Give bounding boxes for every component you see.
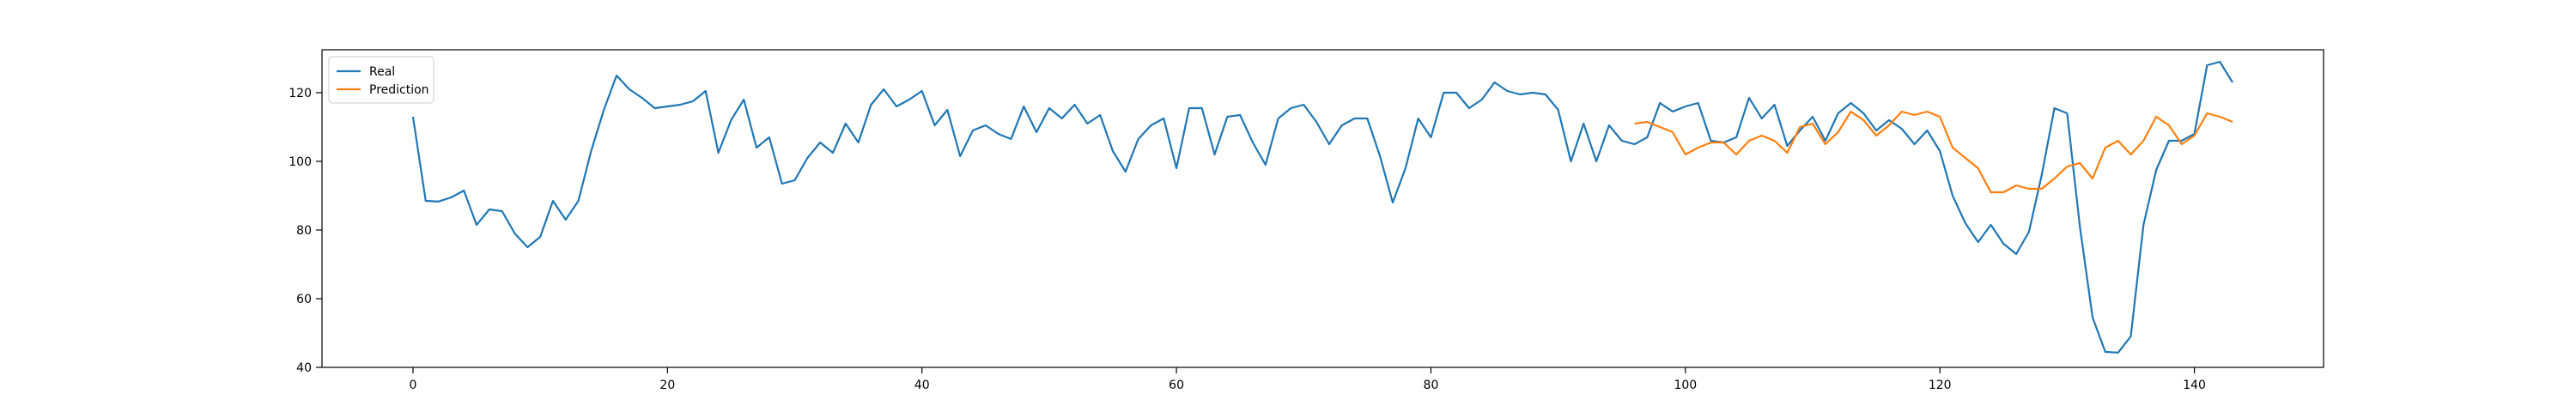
x-tick-label: 60 [1169,379,1184,392]
axes-frame [321,49,2324,368]
y-tick-label: 120 [289,87,312,100]
x-tick-label: 140 [2183,379,2206,392]
legend-label-prediction: Prediction [369,83,429,97]
x-tick-label: 0 [409,379,416,392]
legend-label-real: Real [369,65,395,79]
x-tick-label: 80 [1424,379,1439,392]
x-axis: 0 20 40 60 80 100 120 140 [409,367,2206,392]
x-tick-label: 100 [1674,379,1697,392]
legend: Real Prediction [328,56,434,104]
y-tick-label: 80 [296,224,312,238]
y-tick-label: 60 [296,293,312,306]
x-tick-label: 20 [659,379,675,392]
series-line-prediction [1634,110,2233,194]
y-axis: 40 60 80 100 120 [289,87,322,375]
y-tick-label: 100 [289,155,312,169]
legend-box [328,56,434,104]
plot-area [411,60,2233,354]
x-tick-label: 120 [1929,379,1952,392]
y-tick-label: 40 [296,361,312,375]
series-line-real [411,60,2233,354]
x-tick-label: 40 [914,379,930,392]
